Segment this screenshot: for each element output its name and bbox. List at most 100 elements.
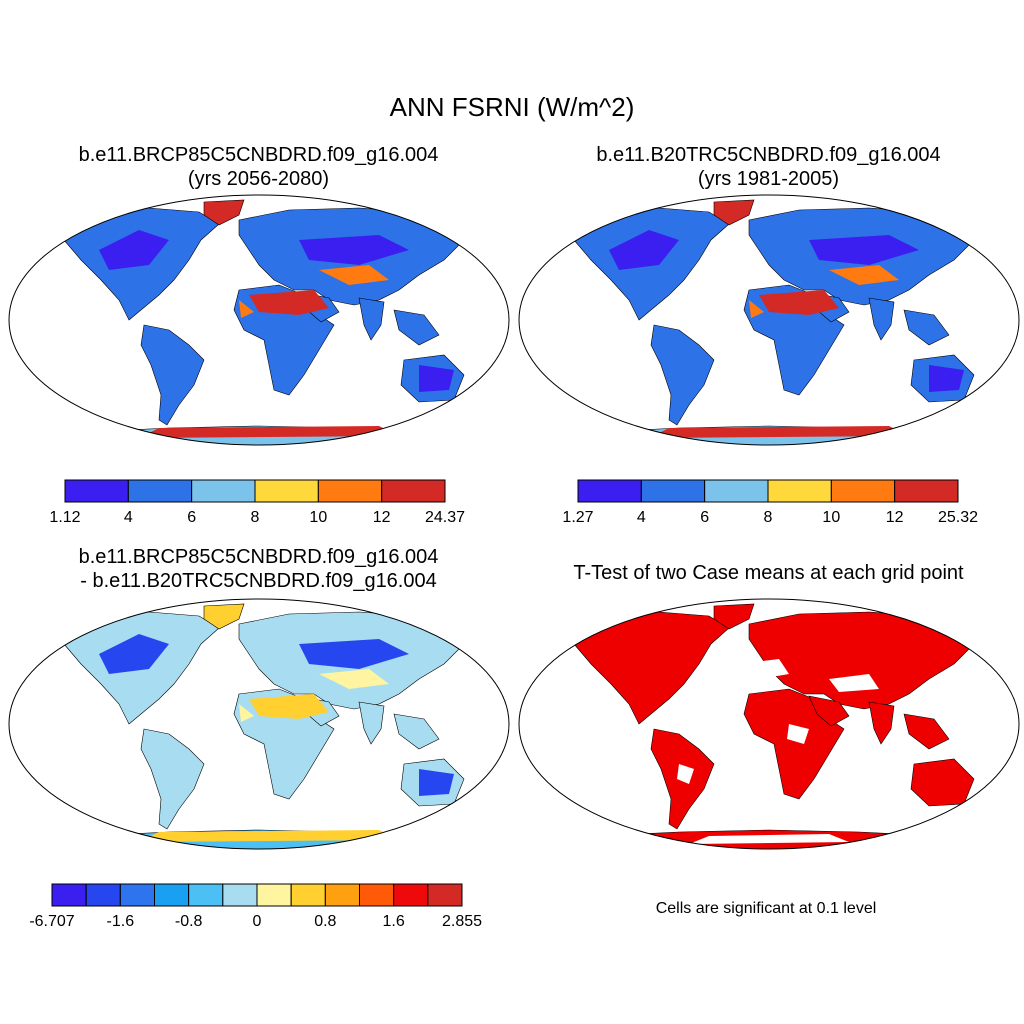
- map-4: [518, 598, 1020, 850]
- colorbar-swatch: [222, 883, 258, 907]
- colorbar-swatch: [191, 479, 256, 503]
- panel3-title: b.e11.BRCP85C5CNBDRD.f09_g16.004 - b.e11…: [6, 545, 511, 593]
- colorbar-swatch: [427, 883, 463, 907]
- colorbar-tick-label: 1.12: [49, 509, 80, 526]
- colorbar-swatch: [256, 883, 292, 907]
- southAmerica-landmass: [650, 324, 715, 426]
- colorbar-tick-label: -1.6: [107, 913, 135, 930]
- siberia-region: [299, 639, 409, 669]
- colorbar-1: 1.12 4 6 8 10 12 24.37: [49, 479, 465, 526]
- colorbar-swatch: [894, 479, 959, 503]
- southAmerica-landmass: [140, 728, 205, 830]
- central-asia-region: [319, 265, 389, 285]
- india-landmass: [358, 701, 385, 745]
- seAsia-landmass: [903, 713, 950, 750]
- map-border: [8, 194, 510, 446]
- siberia-region: [299, 235, 409, 265]
- australia-interior-region: [419, 769, 454, 796]
- colorbar-tick-label: -0.8: [175, 913, 203, 930]
- colorbar-tick-label: 12: [373, 509, 391, 526]
- colorbar-swatch: [254, 479, 319, 503]
- colorbar-tick-label: 0: [253, 913, 262, 930]
- panel4-title-line1: T-Test of two Case means at each grid po…: [573, 562, 964, 584]
- colorbar-tick-label: 1.6: [383, 913, 405, 930]
- sahara-region: [759, 290, 839, 315]
- colorbar-swatch: [577, 479, 642, 503]
- map-2: [518, 194, 1020, 446]
- colorbar-swatch: [85, 883, 121, 907]
- colorbar-tick-label: -6.707: [29, 913, 74, 930]
- colorbar-tick-label: 2.855: [442, 913, 482, 930]
- seAsia-landmass: [393, 713, 440, 750]
- colorbar-tick-label: 8: [764, 509, 773, 526]
- colorbar-swatch: [767, 479, 832, 503]
- west-africa-region: [749, 300, 764, 318]
- colorbar-tick-label: 10: [309, 509, 327, 526]
- sahara-region: [249, 694, 329, 719]
- india-landmass: [868, 297, 895, 341]
- colorbar-swatch: [830, 479, 896, 503]
- west-africa-region: [239, 704, 254, 722]
- nonsignificant-area: [829, 674, 879, 692]
- colorbar-tick-label: 1.27: [562, 509, 593, 526]
- panel1-title-line1: b.e11.BRCP85C5CNBDRD.f09_g16.004: [78, 144, 439, 166]
- central-asia-region: [829, 265, 899, 285]
- map-land-3: [63, 603, 465, 849]
- colorbar-swatch: [188, 883, 224, 907]
- india-landmass: [868, 701, 895, 745]
- colorbar-swatch: [359, 883, 395, 907]
- seAsia-landmass: [903, 309, 950, 346]
- panel4-title: T-Test of two Case means at each grid po…: [516, 561, 1021, 585]
- southAmerica-landmass: [140, 324, 205, 426]
- map-3: [8, 598, 510, 850]
- australia-interior-region: [419, 365, 454, 392]
- nonsignificant-area: [677, 764, 694, 784]
- colorbar-tick-label: 6: [187, 509, 196, 526]
- northAmerica-landmass: [573, 611, 730, 725]
- colorbar-tick-label: 24.37: [425, 509, 465, 526]
- colorbar-swatch: [119, 883, 156, 907]
- canada-region: [99, 230, 169, 270]
- map-border: [518, 598, 1020, 850]
- map-land-4: [573, 603, 975, 849]
- central-asia-region: [319, 669, 389, 689]
- colorbar-swatch: [317, 479, 383, 503]
- greenland-landmass: [713, 603, 755, 630]
- colorbar-swatch: [324, 883, 361, 907]
- colorbar-tick-label: 6: [700, 509, 709, 526]
- canada-region: [609, 230, 679, 270]
- panel3-title-line2: - b.e11.B20TRC5CNBDRD.f09_g16.004: [80, 570, 437, 592]
- nonsignificant-area: [689, 834, 849, 844]
- colorbar-2: 1.27 4 6 8 10 12 25.32: [562, 479, 978, 526]
- west-africa-region: [239, 300, 254, 318]
- greenland-landmass: [203, 199, 245, 226]
- canada-region: [99, 634, 169, 674]
- map-border: [518, 194, 1020, 446]
- antarctic-coast-region: [139, 426, 399, 438]
- colorbar-tick-label: 10: [822, 509, 840, 526]
- colorbar-swatch: [381, 479, 446, 503]
- siberia-region: [809, 235, 919, 265]
- figure-title: ANN FSRNI (W/m^2): [389, 92, 635, 122]
- map-border: [8, 598, 510, 850]
- colorbar-tick-label: 0.8: [314, 913, 336, 930]
- colorbar-3: -6.707 -1.6 -0.8 0 0.8 1.6 2.855: [29, 883, 482, 930]
- nonsignificant-area: [787, 724, 809, 744]
- colorbar-tick-label: 4: [124, 509, 133, 526]
- australia-interior-region: [929, 365, 964, 392]
- seAsia-landmass: [393, 309, 440, 346]
- panel2-title-line2: (yrs 1981-2005): [697, 168, 840, 190]
- colorbar-swatch: [154, 883, 190, 907]
- colorbar-swatch: [290, 883, 326, 907]
- panel2-title: b.e11.B20TRC5CNBDRD.f09_g16.004 (yrs 198…: [516, 143, 1021, 191]
- antarctic-coast-region: [649, 426, 909, 438]
- greenland-landmass: [203, 603, 245, 630]
- colorbar-swatch: [127, 479, 193, 503]
- colorbar-tick-label: 25.32: [938, 509, 978, 526]
- colorbar-tick-label: 12: [886, 509, 904, 526]
- panel1-title-line2: (yrs 2056-2080): [187, 168, 330, 190]
- colorbar-swatch: [51, 883, 87, 907]
- antarctic-coast-region: [139, 830, 399, 842]
